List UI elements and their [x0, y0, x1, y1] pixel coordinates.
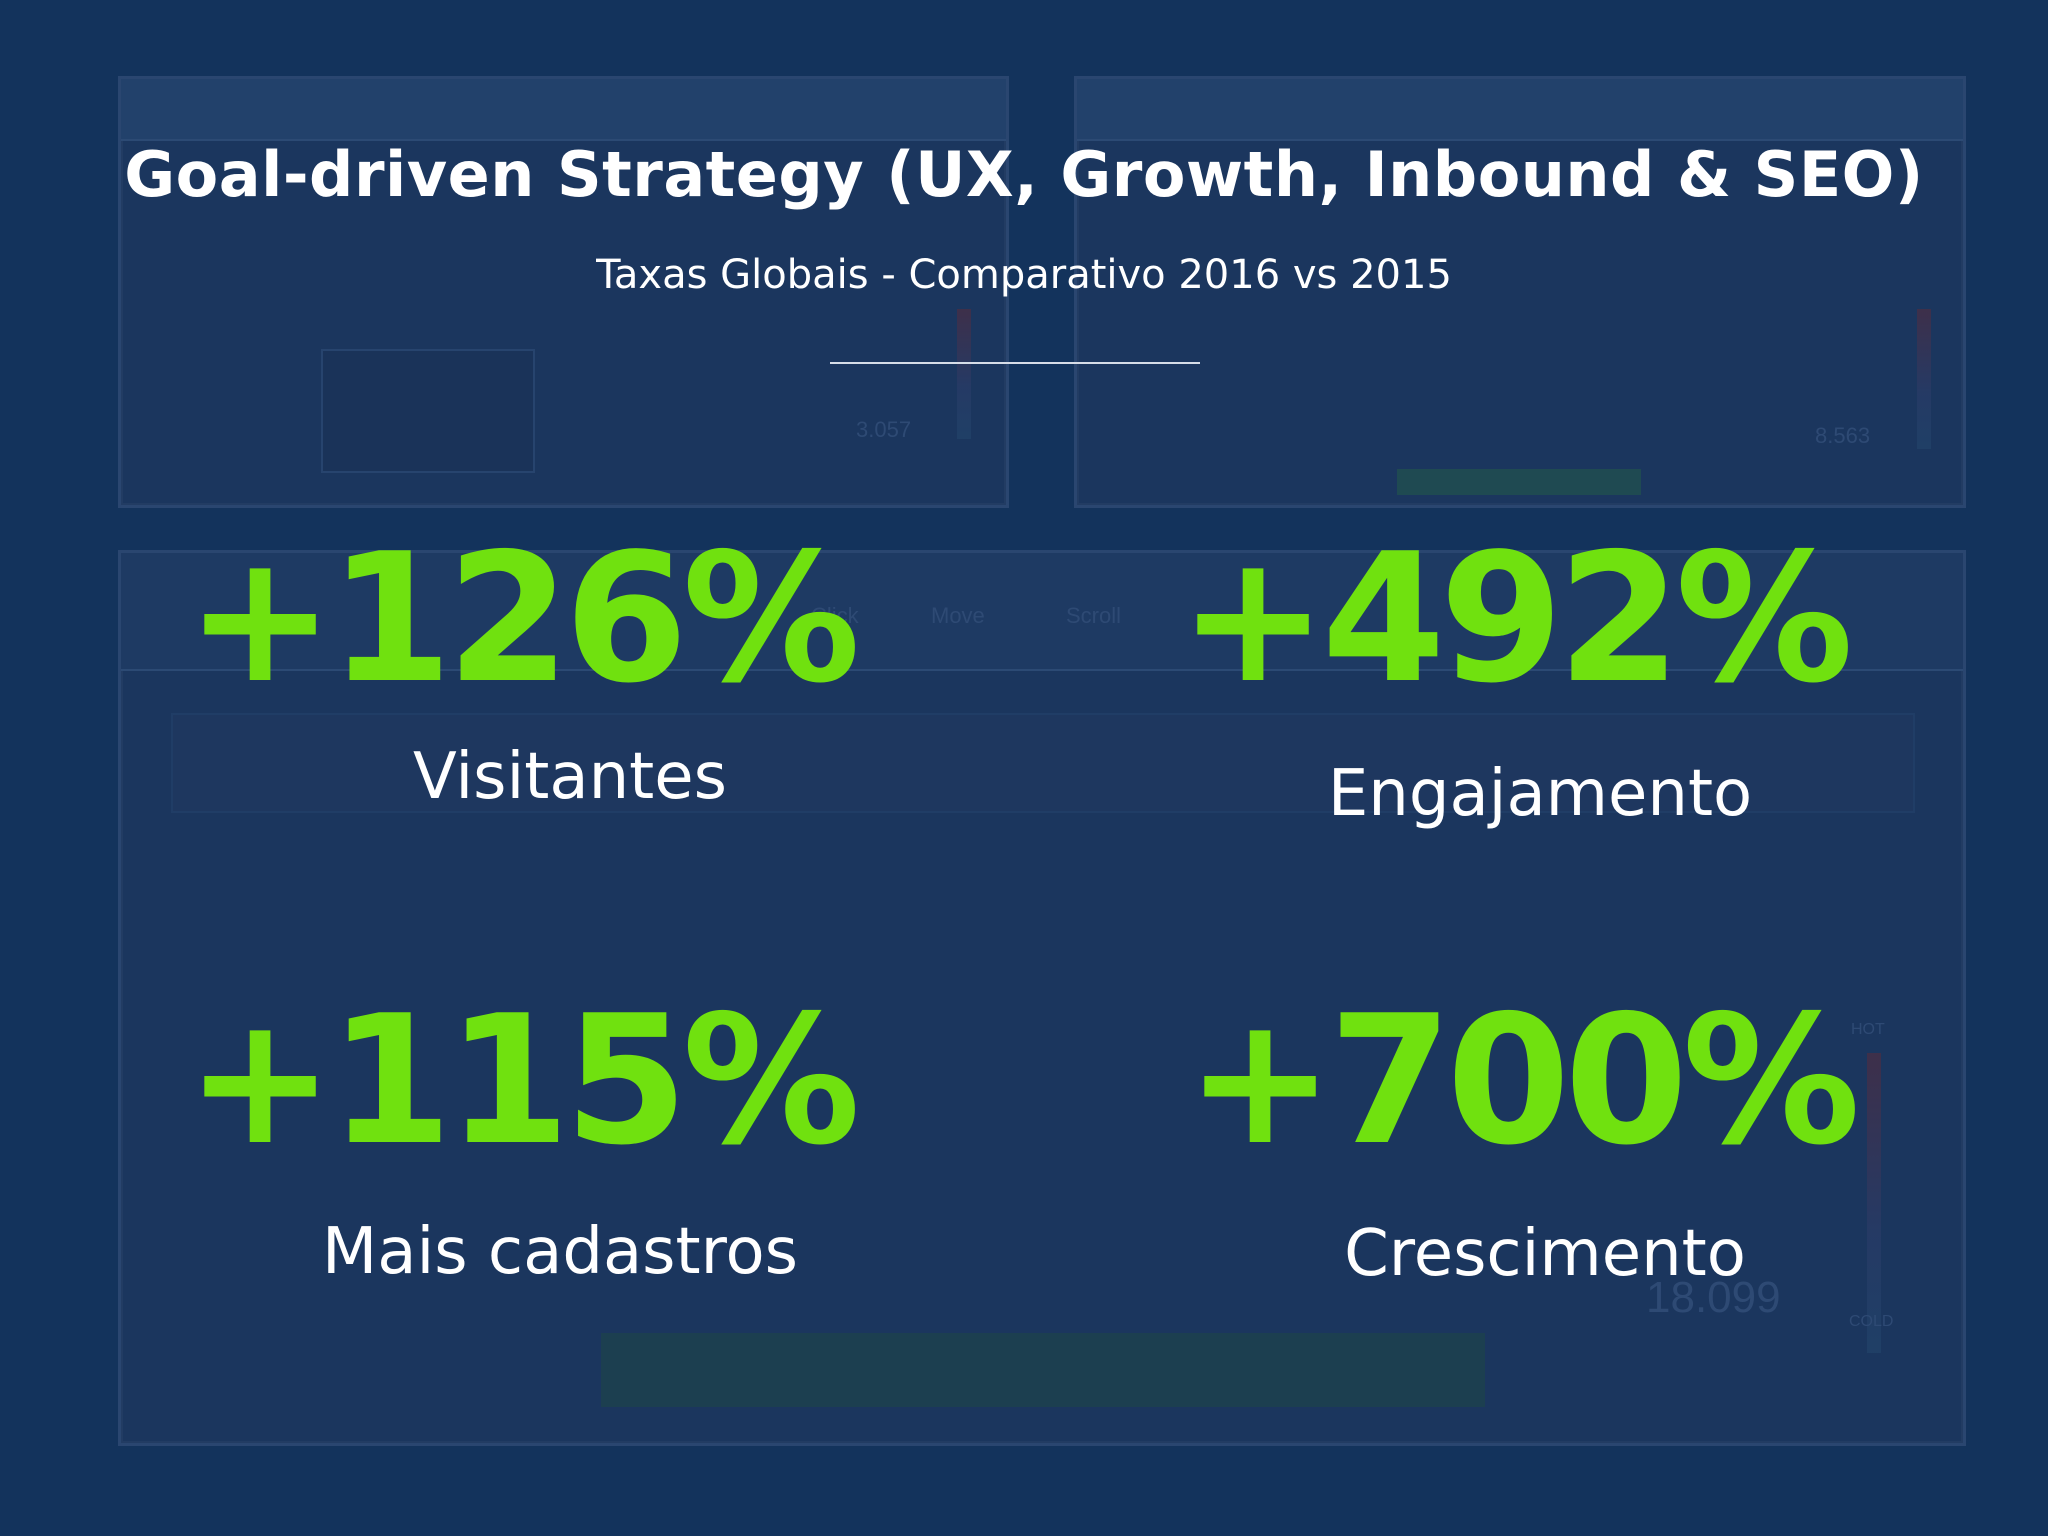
background-screenshot-top-right: 8.563 [1074, 76, 1966, 508]
screenshot-toolbar [121, 553, 1963, 671]
slide-subtitle: Taxas Globais - Comparativo 2016 vs 2015 [596, 252, 1452, 298]
toolbar-scroll: Scroll [1066, 603, 1122, 628]
screenshot-toolbar [121, 79, 1006, 141]
title-divider [830, 362, 1200, 364]
stat-label-crescimento: Crescimento [1344, 1217, 1746, 1291]
screenshot-content [171, 713, 1915, 813]
toolbar-move: Move [931, 603, 985, 628]
stat-label-cadastros: Mais cadastros [322, 1215, 798, 1289]
toolbar-click: Click [811, 603, 859, 628]
clicks-count: 18.099 [1646, 1273, 1781, 1322]
stat-value-visitantes: +126% [185, 515, 860, 722]
stat-value-engajamento: +492% [1178, 515, 1853, 722]
stat-value-crescimento: +700% [1185, 977, 1860, 1184]
heat-scale [957, 309, 971, 439]
background-screenshot-bottom: Click Move Scroll HOT COLD 18.099 [118, 550, 1966, 1446]
screenshot-toolbar [1077, 79, 1963, 141]
stat-label-engajamento: Engajamento [1327, 757, 1753, 831]
cold-label: COLD [1849, 1313, 1894, 1330]
background-screenshot-top-left: 3.057 [118, 76, 1009, 508]
cta-bar [1397, 469, 1641, 495]
clicks-count: 8.563 [1815, 423, 1871, 448]
heat-scale [1917, 309, 1931, 449]
hot-label: HOT [1851, 1021, 1885, 1038]
slide-title: Goal-driven Strategy (UX, Growth, Inboun… [124, 138, 1924, 211]
heat-scale [1867, 1053, 1881, 1353]
video-thumbnail [321, 349, 535, 473]
stat-value-cadastros: +115% [185, 977, 860, 1184]
cta-bar [601, 1333, 1485, 1407]
stat-label-visitantes: Visitantes [413, 740, 727, 814]
clicks-count: 3.057 [856, 417, 912, 442]
